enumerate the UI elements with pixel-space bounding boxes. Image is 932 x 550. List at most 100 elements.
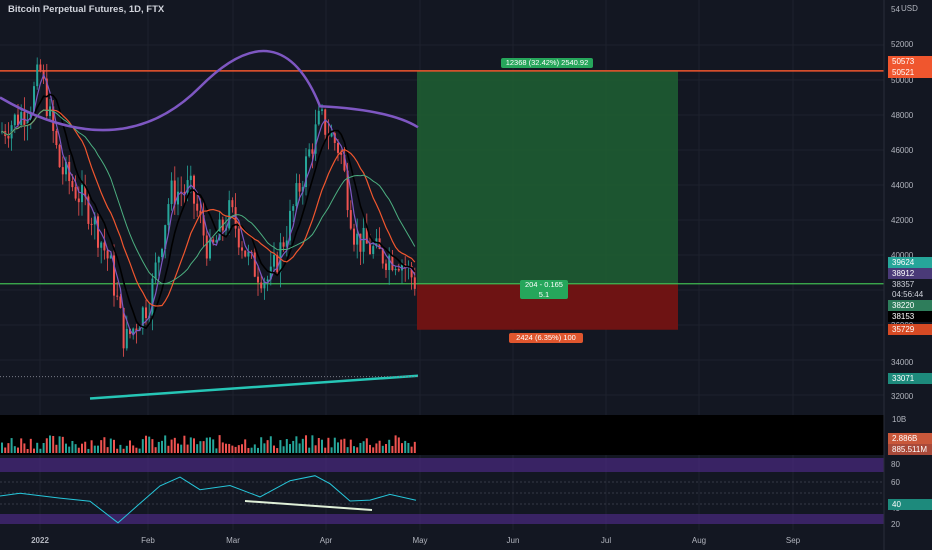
candle-body xyxy=(7,136,10,139)
volume-bar xyxy=(369,444,371,453)
candle-body xyxy=(276,254,279,273)
price-label-resistance-top: 50573 xyxy=(888,56,932,67)
volume-bar xyxy=(196,444,199,453)
volume-bar xyxy=(317,437,320,453)
entry-label[interactable]: 204 - 0.165 5.1 xyxy=(520,280,568,299)
candle-body xyxy=(317,110,320,125)
volume-bar xyxy=(138,448,141,453)
volume-bar xyxy=(58,436,61,453)
volume-bar xyxy=(148,436,151,453)
candle-body xyxy=(177,191,179,205)
volume-bar xyxy=(81,443,83,453)
volume-bar xyxy=(4,447,7,453)
candle-body xyxy=(36,64,39,87)
volume-bar xyxy=(87,448,90,453)
volume-bar xyxy=(52,435,55,453)
price-label-ma-d: 38153 xyxy=(888,311,932,322)
volume-bar xyxy=(292,440,295,453)
candle-body xyxy=(298,183,301,192)
candle-body xyxy=(157,256,160,263)
volume-bar xyxy=(273,445,275,453)
ma-black xyxy=(1,93,416,330)
candle-body xyxy=(212,239,215,243)
volume-bar xyxy=(305,435,307,453)
volume-bar xyxy=(132,445,135,453)
volume-bar xyxy=(33,448,35,453)
candle-body xyxy=(161,248,163,257)
rsi-trendline[interactable] xyxy=(244,500,373,511)
volume-bar xyxy=(42,442,45,453)
candle-body xyxy=(77,198,80,203)
rsi-band-bottom xyxy=(0,514,884,524)
candle-body xyxy=(164,225,167,249)
volume-bar xyxy=(125,445,128,453)
volume-bar xyxy=(298,443,301,453)
candle-body xyxy=(71,181,74,188)
candle-body xyxy=(145,307,147,319)
candle-body xyxy=(333,133,336,143)
volume-bar xyxy=(61,436,64,453)
time-axis[interactable] xyxy=(0,532,932,550)
candle-body xyxy=(260,282,263,289)
candle-body xyxy=(109,255,112,259)
profit-zone[interactable] xyxy=(417,70,678,284)
volume-bar xyxy=(410,446,413,453)
candle-body xyxy=(170,180,173,205)
price-tick-label: 34000 xyxy=(891,358,914,367)
volume-bar xyxy=(282,446,285,453)
volume-bar xyxy=(401,443,403,453)
candle-body xyxy=(314,124,317,154)
candle-body xyxy=(196,203,199,211)
volume-bar xyxy=(253,444,256,453)
price-tick-label: 32000 xyxy=(891,392,914,401)
volume-bar xyxy=(378,440,381,453)
currency-label: USD xyxy=(901,4,918,13)
stop-label[interactable]: 2424 (6.35%) 100 xyxy=(509,333,583,343)
volume-bar xyxy=(333,437,336,453)
volume-bar xyxy=(311,435,314,453)
volume-bar xyxy=(228,443,231,453)
price-tick-label: 40000 xyxy=(891,251,914,260)
time-label: 2022 xyxy=(31,536,49,545)
time-label: Sep xyxy=(786,536,801,545)
volume-bar xyxy=(177,443,179,453)
volume-bar xyxy=(100,440,103,453)
ma-purple-short xyxy=(1,73,416,336)
candle-body xyxy=(343,154,346,171)
candle-body xyxy=(100,242,103,248)
candle-body xyxy=(151,278,154,316)
candle-body xyxy=(263,281,266,289)
candle-body xyxy=(90,223,93,225)
candle-body xyxy=(93,216,96,225)
volume-bar xyxy=(225,443,227,453)
candle-body xyxy=(305,156,307,188)
price-tick-label: 44000 xyxy=(891,181,914,190)
volume-bar xyxy=(65,443,67,453)
candle-body xyxy=(237,228,240,248)
candle-body xyxy=(253,252,256,277)
volume-bar xyxy=(84,441,87,453)
symbol-title: Bitcoin Perpetual Futures, 1D, FTX xyxy=(8,4,165,15)
volume-bar xyxy=(68,446,71,453)
candle-body xyxy=(20,112,23,126)
volume-bar xyxy=(164,435,167,453)
candle-body xyxy=(17,114,19,126)
volume-bar xyxy=(266,440,269,453)
volume-bar xyxy=(183,435,186,453)
volume-bar xyxy=(244,439,247,453)
candle-body xyxy=(97,216,99,248)
target-label[interactable]: 12368 (32.42%) 2540.92 xyxy=(501,58,593,68)
volume-bar xyxy=(340,439,343,453)
candle-body xyxy=(308,149,311,157)
volume-bar xyxy=(237,445,240,453)
time-label: Feb xyxy=(141,536,155,545)
candle-body xyxy=(349,210,352,229)
volume-bar xyxy=(269,436,272,453)
candle-body xyxy=(183,192,186,194)
candle-body xyxy=(129,328,131,334)
volume-bar xyxy=(113,439,115,453)
candle-body xyxy=(391,255,394,271)
volume-bar xyxy=(330,447,333,453)
volume-bar xyxy=(391,445,394,453)
